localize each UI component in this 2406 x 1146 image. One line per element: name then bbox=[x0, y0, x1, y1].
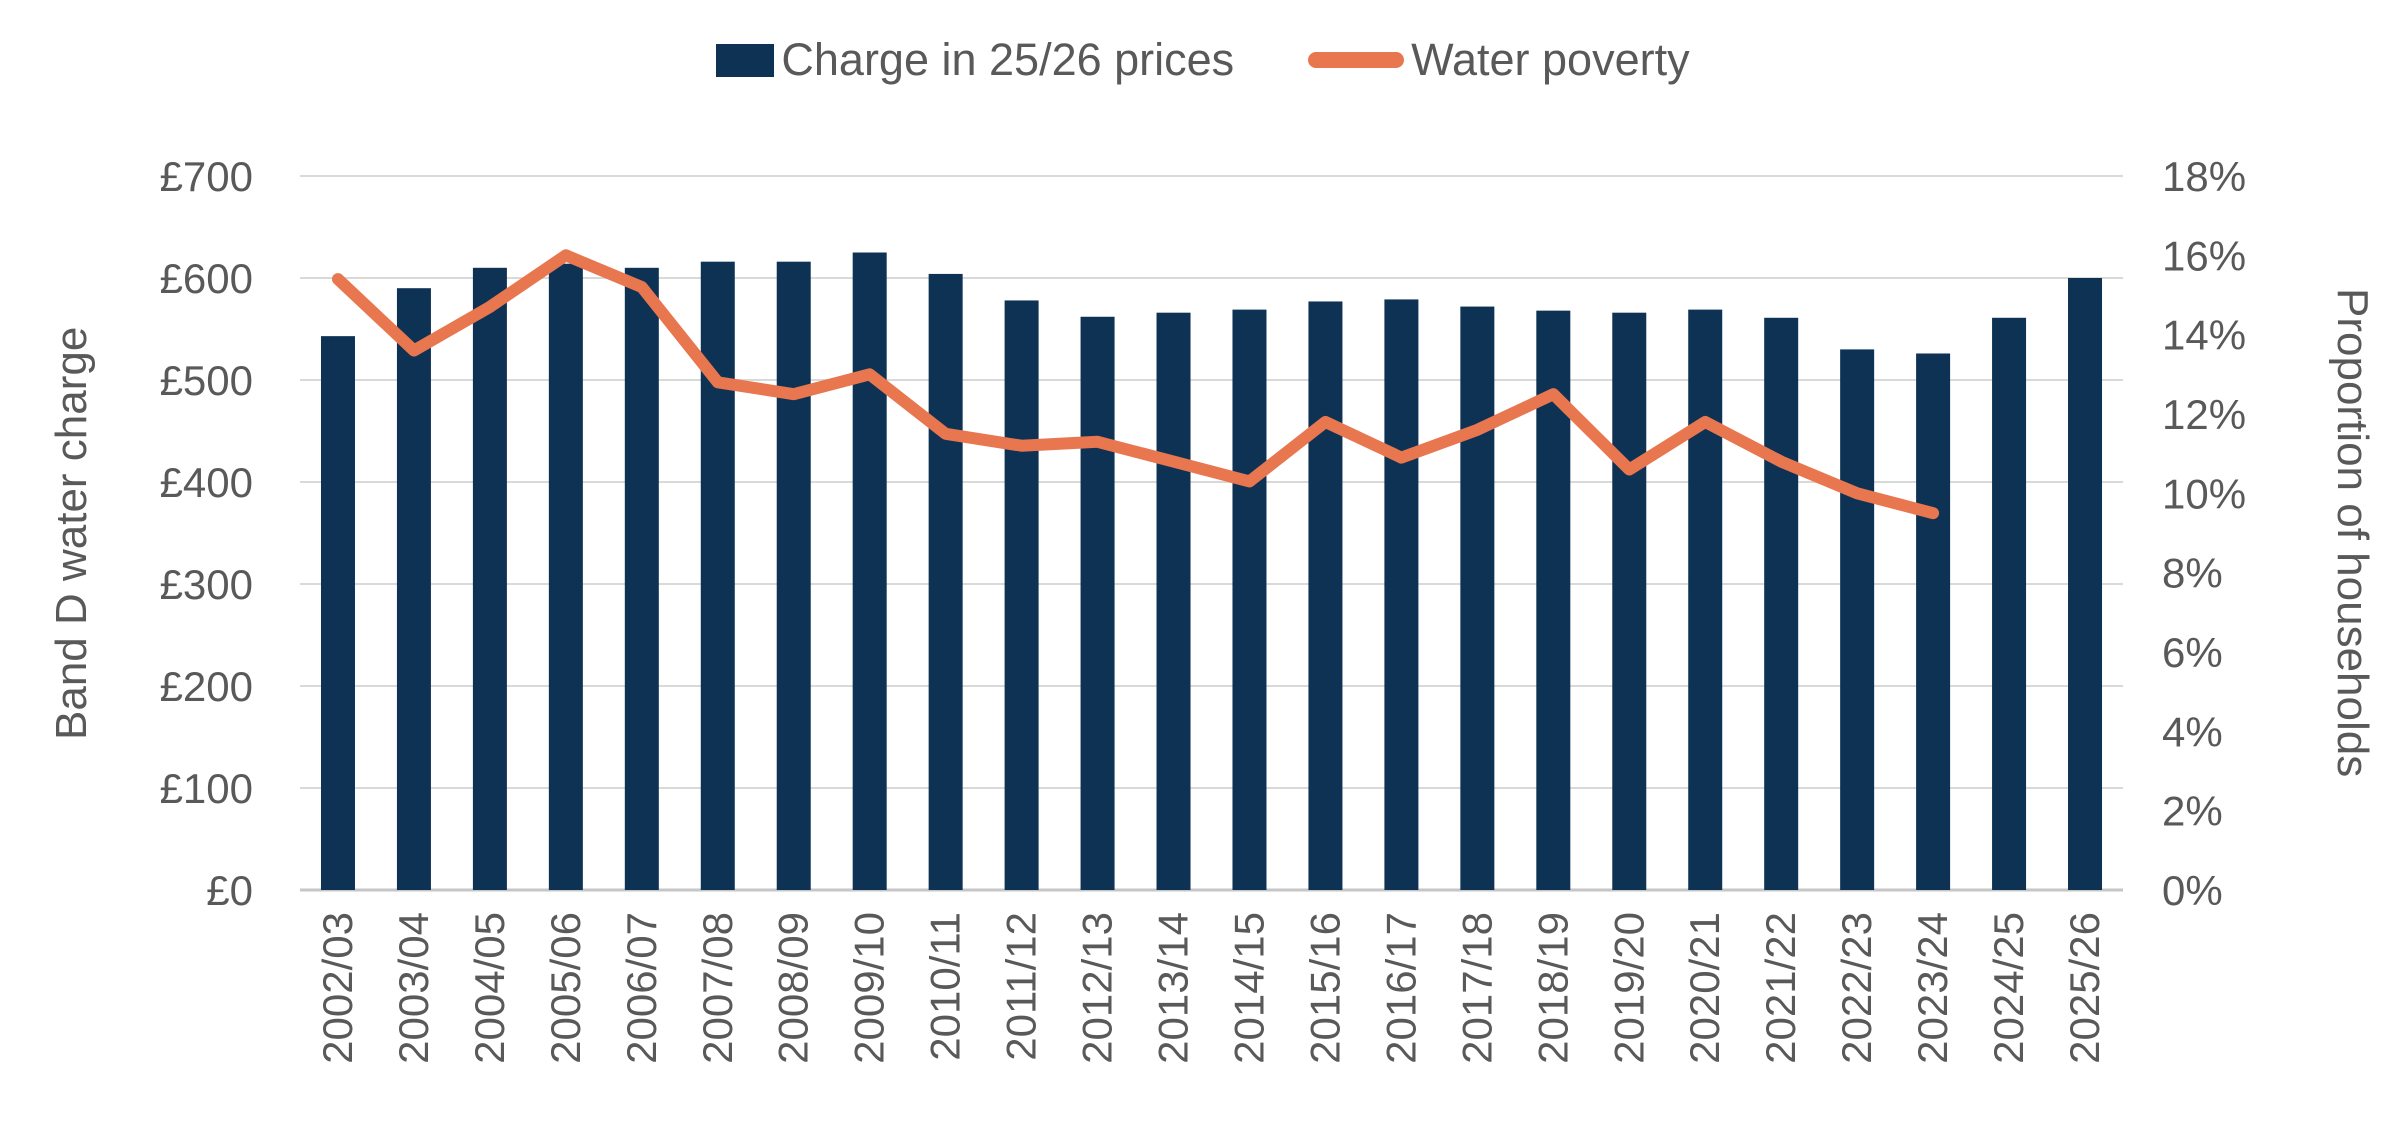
x-axis-label-2022/23: 2022/23 bbox=[1833, 912, 1880, 1064]
x-axis-label-2007/08: 2007/08 bbox=[694, 912, 741, 1064]
x-axis-label-2025/26: 2025/26 bbox=[2061, 912, 2108, 1064]
right-axis-tick: 16% bbox=[2162, 232, 2246, 279]
left-axis-tick: £500 bbox=[160, 357, 253, 404]
right-axis-tick: 8% bbox=[2162, 550, 2223, 597]
x-axis-label-2003/04: 2003/04 bbox=[390, 912, 437, 1064]
bar-2005/06 bbox=[548, 263, 583, 891]
bar-2015/16 bbox=[1308, 301, 1343, 891]
left-axis-tick: £700 bbox=[160, 153, 253, 200]
x-axis-label-2020/21: 2020/21 bbox=[1681, 912, 1728, 1064]
water-poverty-line bbox=[331, 249, 1940, 520]
x-axis-label-2018/19: 2018/19 bbox=[1529, 912, 1576, 1064]
bar-2023/24 bbox=[1916, 353, 1951, 891]
bar-2004/05 bbox=[472, 267, 507, 890]
legend-item-water-poverty: Water poverty bbox=[1308, 34, 1690, 86]
bar-2024/25 bbox=[1992, 317, 2027, 890]
bar-2007/08 bbox=[700, 261, 735, 890]
right-axis-tick: 12% bbox=[2162, 391, 2246, 438]
x-axis-label-2016/17: 2016/17 bbox=[1377, 912, 1424, 1064]
left-axis-tick: £600 bbox=[160, 255, 253, 302]
bar-2020/21 bbox=[1688, 309, 1723, 890]
right-axis-tick: 2% bbox=[2162, 788, 2223, 835]
left-axis-tick: £200 bbox=[160, 663, 253, 710]
x-axis-label-2012/13: 2012/13 bbox=[1074, 912, 1121, 1064]
legend-label-water-poverty: Water poverty bbox=[1411, 34, 1690, 85]
bar-2022/23 bbox=[1840, 349, 1875, 890]
x-axis-label-2019/20: 2019/20 bbox=[1605, 912, 1652, 1064]
bar-2003/04 bbox=[396, 288, 431, 890]
x-axis-label-2023/24: 2023/24 bbox=[1909, 912, 1956, 1064]
x-axis-label-2010/11: 2010/11 bbox=[922, 912, 969, 1061]
legend-item-charge: Charge in 25/26 prices bbox=[716, 34, 1234, 86]
bar-2012/13 bbox=[1080, 316, 1115, 890]
bar-2019/20 bbox=[1612, 312, 1647, 890]
x-axis-label-2017/18: 2017/18 bbox=[1453, 912, 1500, 1064]
bar-2016/17 bbox=[1384, 299, 1419, 890]
x-axis-label-2015/16: 2015/16 bbox=[1301, 912, 1348, 1064]
right-axis-title: Proportion of households bbox=[2328, 288, 2377, 778]
x-axis-label-2013/14: 2013/14 bbox=[1150, 912, 1197, 1064]
right-axis-tick: 0% bbox=[2162, 867, 2223, 914]
x-axis-label-2011/12: 2011/12 bbox=[998, 912, 1045, 1061]
bar-2008/09 bbox=[776, 261, 811, 890]
left-axis-tick: £0 bbox=[206, 867, 253, 914]
right-axis-tick: 6% bbox=[2162, 629, 2223, 676]
x-axis-label-2006/07: 2006/07 bbox=[618, 912, 665, 1064]
right-axis-tick: 14% bbox=[2162, 312, 2246, 359]
x-axis-label-2014/15: 2014/15 bbox=[1225, 912, 1272, 1064]
x-axis-label-2002/03: 2002/03 bbox=[314, 912, 361, 1064]
bar-2002/03 bbox=[320, 336, 355, 890]
right-axis-tick: 4% bbox=[2162, 708, 2223, 755]
left-axis-tick: £100 bbox=[160, 765, 253, 812]
x-axis-label-2008/09: 2008/09 bbox=[770, 912, 817, 1064]
x-axis-label-2004/05: 2004/05 bbox=[466, 912, 513, 1064]
left-axis-tick: £400 bbox=[160, 459, 253, 506]
x-axis-label-2009/10: 2009/10 bbox=[846, 912, 893, 1064]
legend: Charge in 25/26 prices Water poverty bbox=[0, 34, 2406, 86]
bar-2021/22 bbox=[1764, 317, 1799, 890]
line-swatch-icon bbox=[1308, 52, 1405, 68]
right-axis-tick: 18% bbox=[2162, 153, 2246, 200]
x-axis-label-2024/25: 2024/25 bbox=[1985, 912, 2032, 1064]
x-axis-label-2021/22: 2021/22 bbox=[1757, 912, 1804, 1064]
bar-2014/15 bbox=[1232, 309, 1267, 890]
bar-2017/18 bbox=[1460, 306, 1495, 890]
bar-2010/11 bbox=[928, 273, 963, 890]
bar-2009/10 bbox=[852, 252, 887, 890]
bar-2006/07 bbox=[624, 267, 659, 890]
bar-2011/12 bbox=[1004, 300, 1039, 890]
right-axis-tick: 10% bbox=[2162, 470, 2246, 517]
x-axis-label-2005/06: 2005/06 bbox=[542, 912, 589, 1064]
bar-swatch-icon bbox=[716, 43, 775, 77]
bar-2013/14 bbox=[1156, 312, 1191, 890]
legend-label-charge: Charge in 25/26 prices bbox=[781, 34, 1235, 85]
left-axis-tick: £300 bbox=[160, 561, 253, 608]
bar-2025/26 bbox=[2068, 278, 2103, 890]
